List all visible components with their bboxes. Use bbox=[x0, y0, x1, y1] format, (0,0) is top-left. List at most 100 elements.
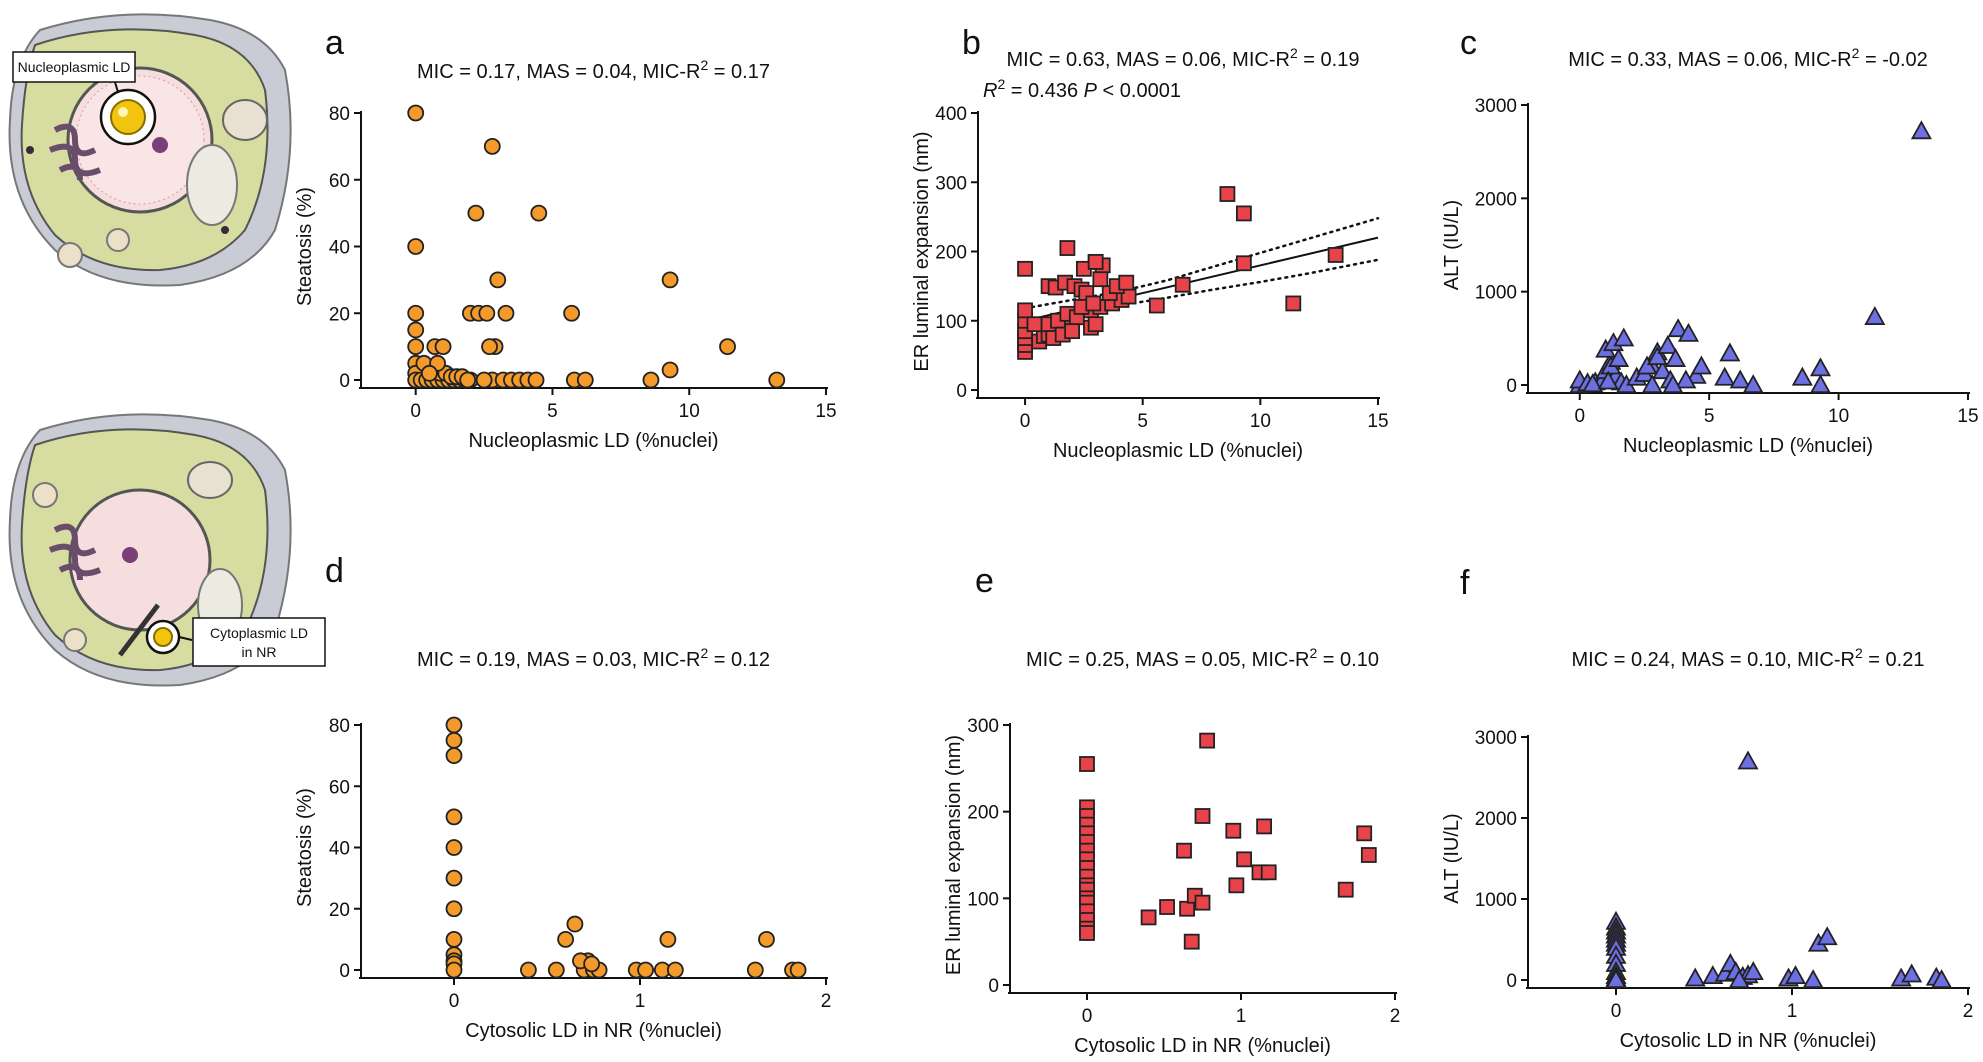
y-tick-label: 300 bbox=[935, 173, 967, 194]
data-point-b bbox=[1327, 247, 1344, 263]
data-point-e bbox=[1159, 899, 1175, 915]
y-tick-label: 80 bbox=[329, 104, 350, 125]
panel-c: c MIC = 0.33, MAS = 0.06, MIC-R2 = -0.02 0… bbox=[1441, 24, 1979, 457]
data-point-d bbox=[666, 961, 684, 979]
data-point-d bbox=[445, 731, 463, 749]
data-point-c bbox=[1667, 318, 1689, 338]
data-point-d bbox=[746, 961, 764, 979]
data-point-a bbox=[459, 371, 477, 389]
data-point-a bbox=[407, 238, 425, 255]
data-point-e bbox=[1256, 818, 1272, 835]
data-point-f bbox=[1728, 969, 1750, 989]
cytoplasmic-ld-label-line1: Cytoplasmic LD bbox=[210, 625, 308, 641]
y-axis-label-a: Steatosis (%) bbox=[294, 187, 316, 306]
data-point-e bbox=[1225, 822, 1242, 839]
data-point-e bbox=[1199, 732, 1216, 749]
y-tick-label: 300 bbox=[967, 716, 999, 737]
data-point-b bbox=[1092, 271, 1109, 288]
panel-d: d MIC = 0.19, MAS = 0.03, MIC-R2 = 0.12 0 2… bbox=[294, 552, 831, 1042]
x-tick-label: 1 bbox=[1236, 1006, 1247, 1027]
data-point-c bbox=[1582, 373, 1604, 393]
data-point-e bbox=[1236, 851, 1252, 868]
data-point-b bbox=[1219, 186, 1236, 202]
x-tick-label: 2 bbox=[821, 991, 832, 1012]
data-point-a bbox=[489, 271, 507, 289]
x-tick-label: 15 bbox=[1367, 411, 1388, 432]
data-point-d bbox=[445, 716, 463, 734]
panel-e: e MIC = 0.25, MAS = 0.05, MIC-R2 = 0.10 0 1… bbox=[943, 562, 1400, 1057]
data-point-f bbox=[1901, 963, 1923, 983]
data-point-b bbox=[1235, 205, 1252, 222]
x-tick-label: 15 bbox=[815, 401, 836, 422]
data-point-c bbox=[1690, 355, 1712, 375]
stats-text-f: MIC = 0.24, MAS = 0.10, MIC-R2 = 0.21 bbox=[1572, 645, 1925, 671]
x-tick-label: 2 bbox=[1963, 1001, 1974, 1022]
panel-letter-b: b bbox=[962, 24, 981, 62]
data-point-a bbox=[661, 271, 679, 289]
data-point-d bbox=[445, 900, 463, 918]
data-point-a bbox=[719, 338, 736, 356]
data-point-a bbox=[407, 304, 425, 322]
y-tick-label: 400 bbox=[935, 104, 967, 125]
data-point-e bbox=[1079, 925, 1095, 941]
data-point-f bbox=[1742, 961, 1764, 980]
data-point-a bbox=[661, 361, 679, 379]
data-point-c bbox=[1719, 342, 1741, 362]
y-tick-label: 3000 bbox=[1475, 96, 1517, 117]
y-tick-label: 0 bbox=[956, 381, 967, 402]
y-tick-label: 3000 bbox=[1475, 728, 1517, 749]
panel-letter-e: e bbox=[975, 562, 994, 600]
data-point-e bbox=[1183, 933, 1200, 950]
data-point-d bbox=[659, 930, 677, 948]
data-point-b bbox=[1017, 260, 1033, 277]
data-point-a bbox=[478, 304, 496, 322]
y-tick-label: 0 bbox=[339, 961, 350, 982]
data-point-e bbox=[1194, 894, 1211, 911]
x-tick-label: 0 bbox=[1574, 406, 1585, 427]
x-axis-label-c: Nucleoplasmic LD (%nuclei) bbox=[1623, 435, 1873, 457]
x-axis-label-b: Nucleoplasmic LD (%nuclei) bbox=[1053, 440, 1303, 462]
data-point-b bbox=[1148, 297, 1165, 314]
y-axis-label-f: ALT (IU/L) bbox=[1441, 813, 1463, 903]
y-axis-label-e: ER luminal expansion (nm) bbox=[943, 735, 965, 975]
y-tick-label: 60 bbox=[329, 171, 350, 192]
data-point-b bbox=[1059, 240, 1076, 256]
y-tick-label: 0 bbox=[339, 371, 350, 392]
y-tick-label: 2000 bbox=[1475, 189, 1517, 210]
data-point-d bbox=[789, 961, 807, 979]
data-point-a bbox=[407, 321, 425, 339]
data-point-c bbox=[1675, 369, 1697, 389]
x-tick-label: 0 bbox=[1020, 411, 1031, 432]
panel-letter-a: a bbox=[325, 24, 344, 62]
data-point-a bbox=[497, 304, 515, 322]
y-tick-label: 200 bbox=[967, 803, 999, 824]
nucleoplasmic-ld-label: Nucleoplasmic LD bbox=[18, 59, 131, 75]
data-point-c bbox=[1652, 360, 1674, 380]
data-point-c bbox=[1864, 306, 1886, 325]
data-point-b bbox=[1064, 323, 1081, 340]
y-axis-label-c: ALT (IU/L) bbox=[1441, 200, 1463, 290]
data-point-c bbox=[1646, 346, 1668, 366]
y-tick-label: 0 bbox=[1506, 971, 1517, 992]
x-tick-label: 1 bbox=[635, 991, 646, 1012]
data-point-c bbox=[1613, 327, 1635, 347]
x-axis-label-d: Cytosolic LD in NR (%nuclei) bbox=[465, 1020, 722, 1042]
x-tick-label: 2 bbox=[1390, 1006, 1401, 1027]
data-point-a bbox=[527, 371, 545, 389]
data-point-f bbox=[1784, 965, 1807, 985]
data-point-e bbox=[1228, 877, 1245, 894]
data-point-c bbox=[1714, 366, 1736, 386]
data-point-d bbox=[445, 869, 463, 887]
panel-letter-d: d bbox=[325, 552, 344, 590]
data-point-d bbox=[547, 961, 565, 979]
data-point-d bbox=[445, 961, 463, 979]
data-point-a bbox=[481, 338, 498, 356]
cytoplasmic-ld-callout bbox=[192, 617, 326, 667]
data-point-d bbox=[445, 839, 463, 856]
x-tick-label: 10 bbox=[1828, 406, 1849, 427]
x-tick-label: 1 bbox=[1787, 1001, 1798, 1022]
panel-f: f MIC = 0.24, MAS = 0.10, MIC-R2 = 0.21 0 1… bbox=[1441, 564, 1973, 1052]
x-tick-label: 5 bbox=[1704, 406, 1715, 427]
x-axis-label-f: Cytosolic LD in NR (%nuclei) bbox=[1620, 1030, 1877, 1052]
